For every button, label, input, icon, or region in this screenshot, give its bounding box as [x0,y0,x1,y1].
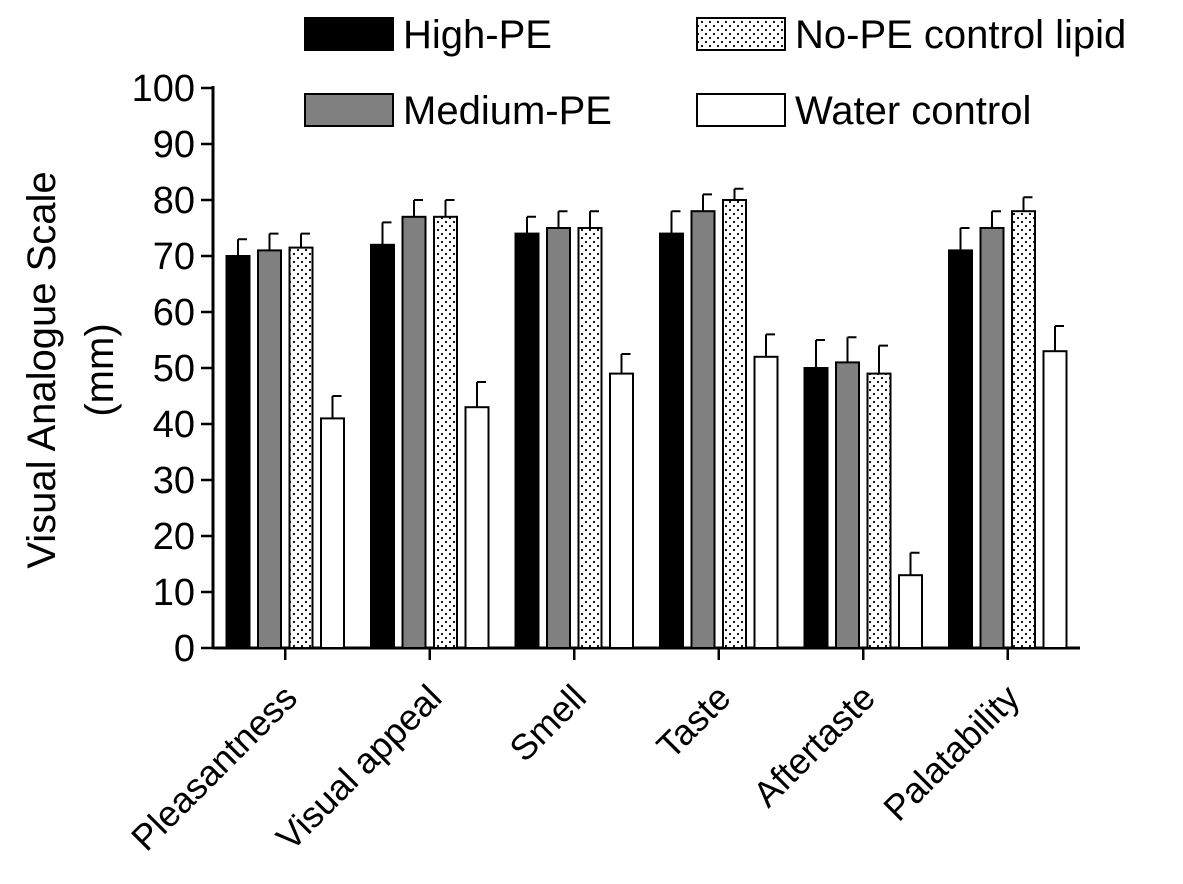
bar-no-pe-control-lipid [577,227,603,649]
bar-high-pe [514,232,540,649]
error-bar [444,199,455,217]
y-tick-label: 40 [153,404,195,446]
bar-medium-pe [690,210,716,649]
y-axis-title-line1: Visual Analogue Scale [20,171,64,568]
error-bar [557,210,568,228]
bar-high-pe [803,367,829,649]
error-bar [1054,325,1064,352]
x-category-label: Palatability [875,677,1027,829]
error-bar [909,551,920,576]
error-bar [331,395,342,419]
error-bar [620,353,631,374]
bar-no-pe-control-lipid [288,246,314,649]
error-bar [589,210,599,228]
error-bar [815,339,825,368]
y-tick-label: 90 [153,124,195,166]
error-bar [846,336,857,363]
x-category-label: Smell [501,677,594,770]
error-bar [765,333,775,357]
error-bar [268,232,279,251]
error-bar [991,210,1001,228]
bar-no-pe-control-lipid [433,215,458,650]
legend-label: High-PE [403,13,552,57]
error-bar [733,187,744,200]
bar-medium-pe [257,249,282,649]
bar-medium-pe [401,215,427,650]
legend-label: Medium-PE [403,89,612,133]
y-tick-label: 0 [174,628,195,670]
bar-no-pe-control-lipid [722,199,747,649]
bar-no-pe-control-lipid [866,372,892,649]
bar-water-control [609,372,634,649]
y-tick-label: 50 [153,348,195,390]
error-bar [413,199,423,217]
y-tick-label: 20 [153,516,195,558]
x-category-label: Aftertaste [745,677,883,815]
y-tick-label: 60 [153,292,195,334]
bar-water-control [320,417,345,649]
bars-group [225,187,1068,650]
y-tick-label: 30 [153,460,195,502]
legend-label: No-PE control lipid [795,13,1126,57]
legend-swatch [696,93,786,127]
y-tick-label: 70 [153,236,195,278]
error-bar [237,238,247,256]
legend-swatch [304,93,394,127]
error-bar [526,215,536,234]
legend-label: Water control [795,89,1031,133]
legend-swatch [304,17,394,51]
bar-high-pe [948,249,973,649]
bar-high-pe [225,255,251,649]
bar-no-pe-control-lipid [1011,210,1036,649]
bar-high-pe [659,232,684,649]
x-category-label: Taste [649,677,739,767]
error-bar [878,344,888,374]
bar-water-control [753,355,779,649]
bar-medium-pe [546,227,571,649]
y-axis-title-line2: (mm) [78,323,122,416]
y-tick-label: 100 [132,68,195,110]
legend: High-PE Medium-PE No-PE control lipid Water… [304,13,1126,133]
y-tick-label: 10 [153,572,195,614]
error-bar [381,221,392,245]
error-bar [300,232,310,248]
y-axis: 0 10 20 30 40 50 60 70 80 90 100 [132,68,215,670]
y-tick-label: 80 [153,180,195,222]
error-bar [670,210,681,234]
error-bar [1022,196,1033,212]
error-bar [476,381,486,408]
error-bar [959,227,970,251]
error-bar [702,193,712,212]
bar-water-control [1042,350,1068,649]
legend-swatch [696,17,786,51]
bar-high-pe [370,243,395,650]
bar-water-control [464,406,490,650]
bar-water-control [898,574,923,650]
bar-medium-pe [835,361,860,649]
bar-medium-pe [979,227,1005,649]
